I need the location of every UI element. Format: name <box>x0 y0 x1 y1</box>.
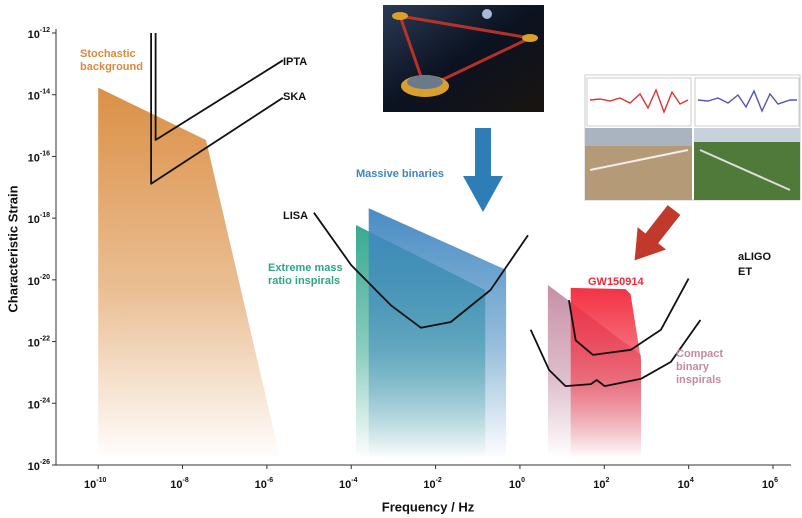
tick-label: 10-16 <box>28 150 50 164</box>
tick-base: 10 <box>762 479 774 491</box>
tick-exponent: -20 <box>40 274 50 281</box>
regions <box>98 88 641 456</box>
chart: IPTASKALISAaLIGOET 10-1010-810-610-410-2… <box>0 0 802 518</box>
tick-label: 106 <box>762 477 778 491</box>
tick-exponent: 6 <box>774 477 778 484</box>
tick-label: 10-20 <box>28 274 50 288</box>
tick-base: 10 <box>593 479 605 491</box>
tick-label: 10-12 <box>28 27 50 41</box>
y-axis-title: Characteristic Strain <box>5 185 20 312</box>
tick-exponent: 0 <box>521 477 525 484</box>
region <box>571 288 641 456</box>
region-label: GW150914 <box>588 276 668 289</box>
tick-exponent: -16 <box>40 150 50 157</box>
tick-base: 10 <box>678 479 690 491</box>
tick-base: 10 <box>28 337 40 349</box>
tick-exponent: -12 <box>40 27 50 34</box>
x-axis-title: Frequency / Hz <box>382 499 475 514</box>
region-label: Compact binary inspirals <box>676 348 756 387</box>
tick-label: 10-8 <box>170 477 189 491</box>
curve-label: IPTA <box>283 56 307 68</box>
region <box>369 208 506 456</box>
region-label: Stochastic background <box>80 48 160 74</box>
tick-base: 10 <box>170 479 182 491</box>
curve-label: SKA <box>283 91 306 103</box>
region <box>98 88 279 456</box>
tick-exponent: 2 <box>605 477 609 484</box>
tick-label: 102 <box>593 477 609 491</box>
tick-exponent: -2 <box>436 477 442 484</box>
region-label: Massive binaries <box>356 168 486 181</box>
region-label: Extreme mass ratio inspirals <box>268 262 360 288</box>
tick-base: 10 <box>339 479 351 491</box>
tick-label: 10-10 <box>84 477 106 491</box>
curve-label: aLIGO <box>738 251 771 263</box>
tick-base: 10 <box>84 479 96 491</box>
tick-exponent: -4 <box>351 477 357 484</box>
tick-base: 10 <box>28 152 40 164</box>
tick-label: 10-4 <box>339 477 358 491</box>
tick-label: 10-26 <box>28 459 50 473</box>
tick-exponent: -6 <box>267 477 273 484</box>
ligo-image <box>585 75 800 200</box>
tick-base: 10 <box>28 276 40 288</box>
sensitivity-curve <box>156 33 283 140</box>
tick-base: 10 <box>28 399 40 411</box>
tick-label: 10-6 <box>255 477 274 491</box>
tick-base: 10 <box>509 479 521 491</box>
tick-exponent: -24 <box>40 397 50 404</box>
tick-label: 100 <box>509 477 525 491</box>
red-arrow <box>620 199 688 272</box>
tick-label: 10-18 <box>28 212 50 226</box>
tick-exponent: -8 <box>183 477 189 484</box>
tick-base: 10 <box>28 91 40 103</box>
tick-exponent: -22 <box>40 335 50 342</box>
tick-label: 104 <box>678 477 694 491</box>
tick-exponent: -10 <box>96 477 106 484</box>
tick-label: 10-2 <box>423 477 442 491</box>
tick-base: 10 <box>423 479 435 491</box>
curve-label: ET <box>738 266 752 278</box>
tick-base: 10 <box>28 29 40 41</box>
curve-label: LISA <box>283 210 308 222</box>
page: IPTASKALISAaLIGOET 10-1010-810-610-410-2… <box>0 0 802 518</box>
tick-exponent: -26 <box>40 459 50 466</box>
tick-exponent: -18 <box>40 212 50 219</box>
tick-label: 10-24 <box>28 397 50 411</box>
tick-exponent: 4 <box>690 477 694 484</box>
tick-label: 10-22 <box>28 335 50 349</box>
tick-base: 10 <box>255 479 267 491</box>
tick-base: 10 <box>28 461 40 473</box>
tick-label: 10-14 <box>28 89 50 103</box>
lisa-image <box>383 5 544 112</box>
tick-base: 10 <box>28 214 40 226</box>
tick-exponent: -14 <box>40 89 50 96</box>
